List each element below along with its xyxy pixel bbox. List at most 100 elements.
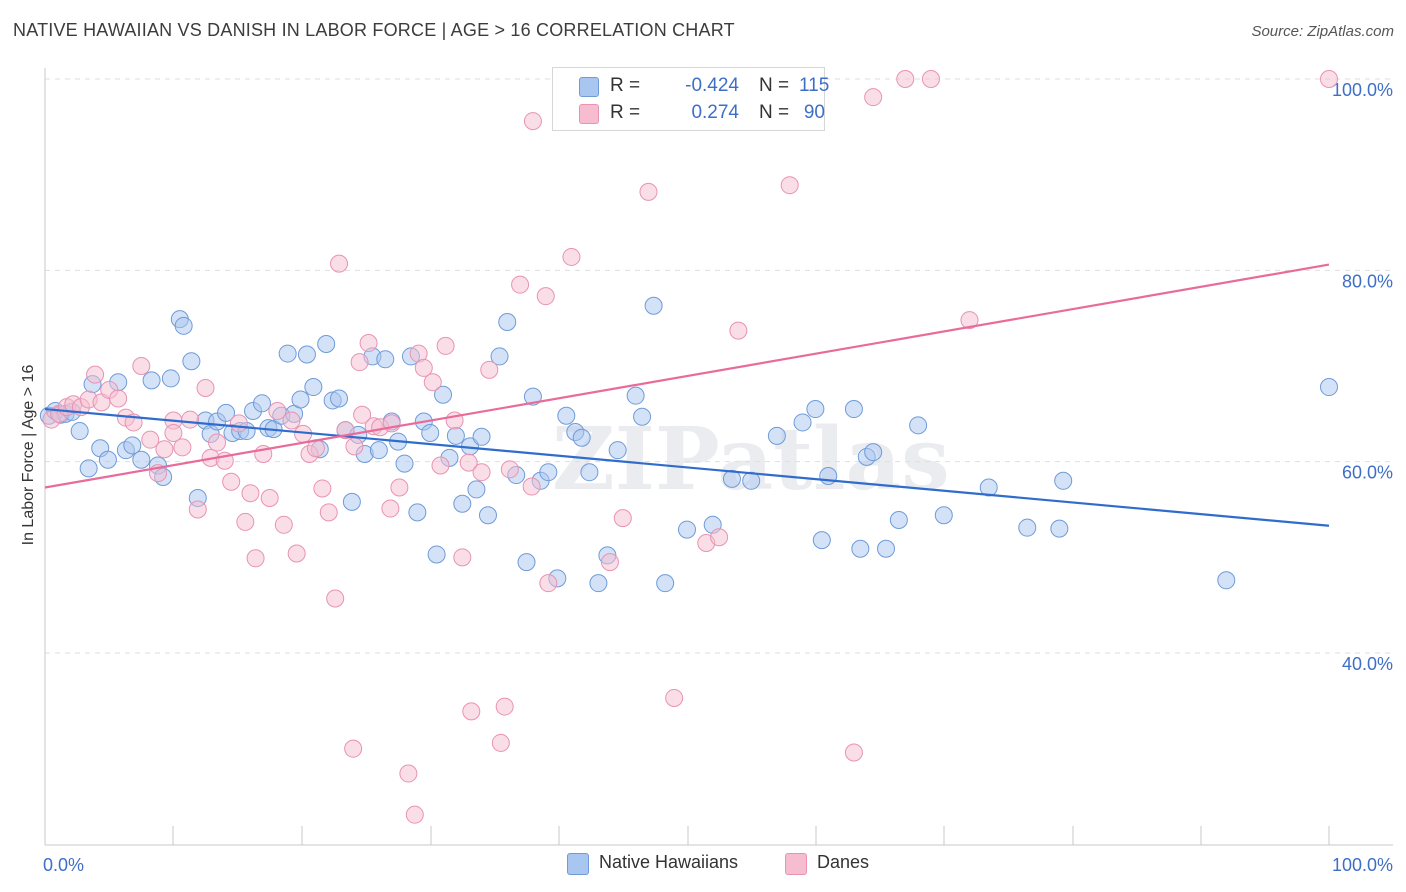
danes-point — [173, 438, 192, 457]
native-hawaiian-point — [252, 394, 271, 413]
legend-label: Native Hawaiians — [599, 852, 739, 872]
danes-point — [229, 414, 248, 433]
native-hawaiian-point — [123, 436, 142, 455]
danes-point — [844, 743, 863, 762]
native-hawaiian-point — [1018, 518, 1037, 537]
danes-point — [864, 88, 883, 107]
legend-swatch-blue — [579, 77, 599, 97]
danes-point — [155, 440, 174, 459]
danes-point — [236, 512, 255, 531]
native-hawaiian-point — [369, 441, 388, 460]
danes-point — [453, 548, 472, 567]
danes-point — [381, 499, 400, 518]
native-hawaiian-point — [934, 506, 953, 525]
native-hawaiian-point — [446, 426, 465, 445]
danes-point — [246, 549, 265, 568]
danes-point — [462, 702, 481, 721]
native-hawaiian-point — [427, 545, 446, 564]
y-tick-label: 60.0% — [1342, 463, 1393, 483]
native-hawaiian-point — [161, 369, 180, 388]
native-hawaiian-point — [589, 574, 608, 593]
native-hawaiian-point — [633, 407, 652, 426]
native-hawaiian-point — [472, 427, 491, 446]
danes-point — [350, 353, 369, 372]
native-hawaiian-point — [342, 492, 361, 511]
correlation-legend: R = -0.424 N = 115 R = 0.274 N = 90 — [552, 67, 829, 131]
native-hawaiian-point — [644, 296, 663, 315]
native-hawaiian-point — [182, 352, 201, 371]
chart-title: NATIVE HAWAIIAN VS DANISH IN LABOR FORCE… — [13, 20, 735, 40]
danes-point — [436, 336, 455, 355]
danes-point — [222, 472, 241, 491]
native-hawaiian-point — [467, 480, 486, 499]
native-hawaiian-point — [767, 426, 786, 445]
danes-point — [282, 411, 301, 430]
native-hawaiian-point — [819, 467, 838, 486]
native-hawaiian-point — [490, 347, 509, 366]
danes-point — [109, 389, 128, 408]
native-hawaiian-point — [539, 463, 558, 482]
native-hawaiian-point — [1320, 378, 1338, 397]
danes-point — [665, 688, 684, 707]
legend-swatch-blue — [567, 853, 589, 875]
danes-point — [500, 460, 519, 479]
danes-point — [405, 805, 424, 824]
danes-point — [600, 553, 619, 572]
legend-n-label: N = — [759, 102, 790, 123]
danes-point — [359, 334, 378, 353]
native-hawaiian-point — [304, 378, 323, 397]
native-hawaiian-trendline — [44, 407, 1330, 527]
native-hawaiian-point — [626, 386, 645, 405]
native-hawaiian-point — [909, 416, 928, 435]
danes-point — [1320, 70, 1338, 88]
native-hawaiian-point — [291, 390, 310, 409]
native-hawaiian-point — [421, 423, 440, 442]
danes-point — [710, 528, 729, 547]
native-hawaiian-point — [395, 454, 414, 473]
y-tick-label: 100.0% — [1332, 80, 1393, 100]
native-hawaiian-point — [434, 385, 453, 404]
danes-point — [268, 401, 287, 420]
native-hawaiian-point — [453, 494, 472, 513]
danes-point — [613, 509, 632, 528]
danes-point — [423, 373, 442, 392]
danes-point — [495, 697, 514, 716]
danes-point — [313, 479, 332, 498]
native-hawaiian-point — [557, 406, 576, 425]
native-hawaiian-point — [217, 403, 236, 422]
danes-point — [511, 275, 530, 294]
native-hawaiian-point — [70, 422, 89, 441]
danes-point — [326, 589, 345, 608]
legend-n-value: 90 — [803, 102, 825, 123]
native-hawaiian-point — [572, 428, 591, 447]
native-hawaiian-point — [979, 478, 998, 497]
native-hawaiian-point — [1054, 471, 1073, 490]
x-tick-label: 100.0% — [1332, 855, 1393, 875]
danes-point — [536, 287, 555, 306]
native-hawaiian-point — [1217, 571, 1236, 590]
native-hawaiian-point — [498, 312, 517, 331]
danes-point — [86, 365, 105, 384]
danes-point — [141, 430, 160, 449]
native-hawaiian-point — [408, 503, 427, 522]
danes-point — [345, 437, 364, 456]
danes-point — [522, 477, 541, 496]
native-hawaiian-point — [330, 389, 349, 408]
legend-label: Danes — [817, 852, 870, 872]
native-hawaiian-point — [132, 450, 151, 469]
danes-point — [181, 410, 200, 429]
danes-point — [639, 182, 658, 201]
native-hawaiian-point — [523, 387, 542, 406]
x-tick-label: 0.0% — [43, 855, 84, 875]
legend-r-value: 0.274 — [691, 102, 739, 123]
native-hawaiian-point — [98, 450, 117, 469]
native-hawaiian-point — [812, 531, 831, 550]
danes-point — [260, 489, 279, 508]
native-hawaiian-point — [580, 463, 599, 482]
native-hawaiian-point — [376, 350, 395, 369]
danes-point — [188, 500, 207, 519]
legend-n-label: N = — [759, 75, 790, 96]
native-hawaiian-point — [517, 553, 536, 572]
danes-point — [523, 112, 542, 131]
